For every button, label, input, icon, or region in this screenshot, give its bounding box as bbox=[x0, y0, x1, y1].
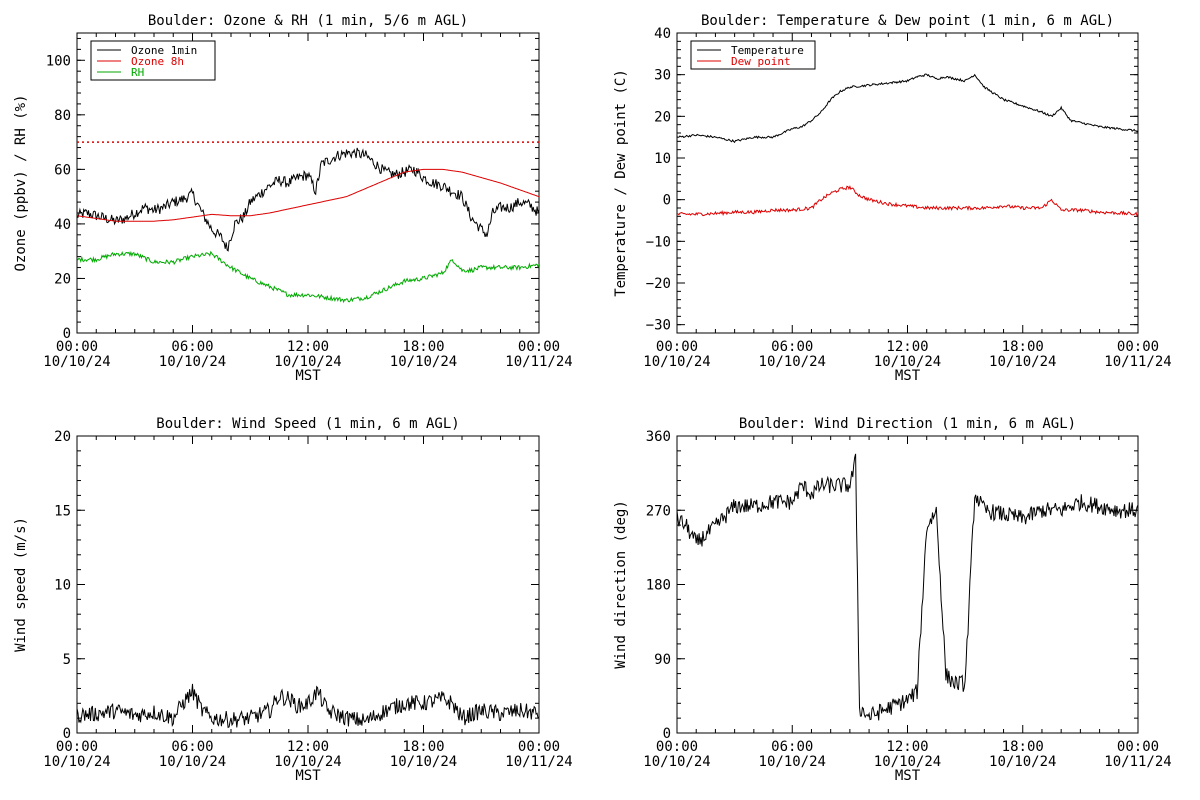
x-tick-label-date: 10/11/24 bbox=[1104, 754, 1171, 770]
x-tick-label-date: 10/10/24 bbox=[874, 754, 941, 770]
x-tick-label-time: 18:00 bbox=[402, 739, 444, 755]
x-tick-label-time: 06:00 bbox=[171, 739, 213, 755]
y-tick-label: 90 bbox=[654, 652, 671, 668]
y-tick-label: 80 bbox=[54, 108, 71, 124]
x-tick-label-date: 10/10/24 bbox=[159, 354, 226, 370]
series-line-rh bbox=[77, 250, 539, 304]
legend-label: Ozone 8h bbox=[131, 55, 184, 68]
x-tick-label-date: 10/10/24 bbox=[643, 754, 710, 770]
y-tick-label: 40 bbox=[654, 26, 671, 42]
legend-label: Dew point bbox=[731, 55, 791, 68]
chart-title: Boulder: Temperature & Dew point (1 min,… bbox=[701, 13, 1114, 29]
y-tick-label: 40 bbox=[54, 217, 71, 233]
y-tick-label: 0 bbox=[63, 726, 71, 742]
x-axis-label: MST bbox=[895, 368, 921, 384]
x-tick-label-date: 10/11/24 bbox=[505, 754, 572, 770]
x-tick-label-time: 00:00 bbox=[56, 339, 98, 355]
chart-ozone_rh: Boulder: Ozone & RH (1 min, 5/6 m AGL) 0 2… bbox=[13, 13, 573, 384]
y-tick-label: 20 bbox=[654, 109, 671, 125]
x-tick-label-time: 00:00 bbox=[1117, 739, 1159, 755]
y-tick-label: 60 bbox=[54, 162, 71, 178]
x-tick-label-date: 10/10/24 bbox=[390, 354, 457, 370]
x-tick-label-time: 00:00 bbox=[656, 739, 698, 755]
chart-temp_dew: Boulder: Temperature & Dew point (1 min,… bbox=[613, 13, 1172, 384]
chart-title: Boulder: Wind Direction (1 min, 6 m AGL) bbox=[739, 416, 1076, 432]
x-axis-label: MST bbox=[295, 768, 321, 784]
plot-frame bbox=[76, 435, 540, 734]
x-tick-label-time: 00:00 bbox=[518, 739, 560, 755]
y-tick-label: 30 bbox=[654, 68, 671, 84]
chart-title: Boulder: Wind Speed (1 min, 6 m AGL) bbox=[156, 416, 459, 432]
y-tick-label: 100 bbox=[46, 53, 71, 69]
x-tick-label-time: 06:00 bbox=[771, 339, 813, 355]
x-tick-label-date: 10/10/24 bbox=[759, 354, 826, 370]
series-line-ozone-1min bbox=[77, 147, 539, 252]
series-line-0 bbox=[677, 453, 1138, 721]
y-tick-label: 360 bbox=[646, 429, 671, 445]
series-line-ozone-8h bbox=[77, 168, 539, 222]
y-axis-label: Temperature / Dew point (C) bbox=[613, 69, 629, 297]
x-tick-label-time: 12:00 bbox=[886, 739, 928, 755]
x-tick-label-time: 06:00 bbox=[171, 339, 213, 355]
x-tick-label-time: 12:00 bbox=[287, 739, 329, 755]
legend-label: Ozone 1min bbox=[131, 44, 197, 57]
plot-frame bbox=[676, 435, 1139, 734]
series-line-dew-point bbox=[677, 185, 1138, 218]
x-tick-label-time: 00:00 bbox=[1117, 339, 1159, 355]
x-tick-label-date: 10/10/24 bbox=[643, 354, 710, 370]
legend-label: Temperature bbox=[731, 44, 804, 57]
x-tick-label-date: 10/10/24 bbox=[390, 754, 457, 770]
y-tick-label: 20 bbox=[54, 271, 71, 287]
x-tick-label-date: 10/11/24 bbox=[505, 354, 572, 370]
x-tick-label-time: 18:00 bbox=[1002, 739, 1044, 755]
x-tick-label-time: 18:00 bbox=[1002, 339, 1044, 355]
x-tick-label-date: 10/10/24 bbox=[989, 354, 1056, 370]
series-line-temperature bbox=[677, 73, 1138, 144]
x-tick-label-date: 10/10/24 bbox=[274, 754, 341, 770]
chart-wind_dir: Boulder: Wind Direction (1 min, 6 m AGL)… bbox=[613, 416, 1172, 784]
y-tick-label: −10 bbox=[646, 234, 671, 250]
y-axis-label: Ozone (ppbv) / RH (%) bbox=[13, 94, 29, 271]
x-tick-label-date: 10/10/24 bbox=[159, 754, 226, 770]
x-tick-label-time: 18:00 bbox=[402, 339, 444, 355]
x-tick-label-date: 10/11/24 bbox=[1104, 354, 1171, 370]
x-tick-label-date: 10/10/24 bbox=[989, 754, 1056, 770]
y-tick-label: 270 bbox=[646, 503, 671, 519]
y-tick-label: 0 bbox=[663, 193, 671, 209]
x-tick-label-time: 06:00 bbox=[771, 739, 813, 755]
y-tick-label: 15 bbox=[54, 503, 71, 519]
x-tick-label-time: 12:00 bbox=[886, 339, 928, 355]
x-tick-label-time: 00:00 bbox=[518, 339, 560, 355]
legend-box bbox=[690, 40, 816, 70]
x-tick-label-date: 10/10/24 bbox=[874, 354, 941, 370]
y-tick-label: 10 bbox=[654, 151, 671, 167]
chart-wind_speed: Boulder: Wind Speed (1 min, 6 m AGL) 0 5 10… bbox=[13, 416, 573, 784]
y-tick-label: −20 bbox=[646, 276, 671, 292]
y-axis-label: Wind speed (m/s) bbox=[13, 517, 29, 652]
y-tick-label: 0 bbox=[663, 726, 671, 742]
y-tick-label: 0 bbox=[63, 326, 71, 342]
x-tick-label-time: 00:00 bbox=[656, 339, 698, 355]
y-tick-label: 20 bbox=[54, 429, 71, 445]
y-tick-label: 10 bbox=[54, 578, 71, 594]
y-tick-label: 180 bbox=[646, 578, 671, 594]
legend-label: RH bbox=[131, 66, 144, 79]
plot-frame bbox=[676, 32, 1139, 334]
x-tick-label-date: 10/10/24 bbox=[43, 754, 110, 770]
chart-title: Boulder: Ozone & RH (1 min, 5/6 m AGL) bbox=[148, 13, 468, 29]
y-tick-label: −30 bbox=[646, 318, 671, 334]
y-axis-label: Wind direction (deg) bbox=[613, 500, 629, 669]
x-tick-label-time: 12:00 bbox=[287, 339, 329, 355]
x-tick-label-date: 10/10/24 bbox=[274, 354, 341, 370]
x-tick-label-time: 00:00 bbox=[56, 739, 98, 755]
y-tick-label: 5 bbox=[63, 652, 71, 668]
x-tick-label-date: 10/10/24 bbox=[759, 754, 826, 770]
x-tick-label-date: 10/10/24 bbox=[43, 354, 110, 370]
series-line-0 bbox=[77, 683, 539, 729]
x-axis-label: MST bbox=[895, 768, 921, 784]
x-axis-label: MST bbox=[295, 368, 321, 384]
